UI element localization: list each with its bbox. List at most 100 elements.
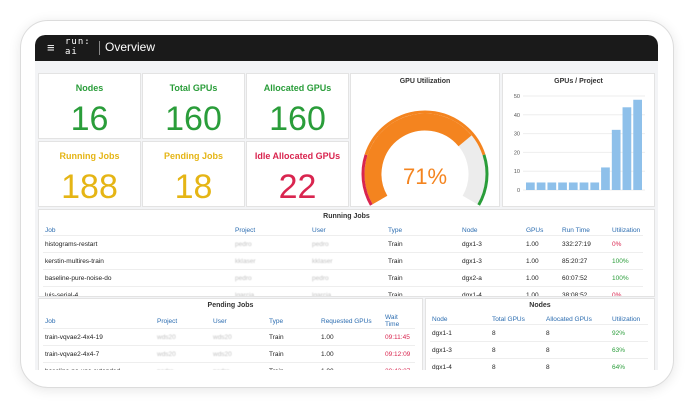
bar [611,129,621,190]
table-cell: dgx1-4 [430,358,490,370]
gpu-utilization-gauge [361,110,489,206]
column-header[interactable]: Utilization [612,226,641,234]
node-row[interactable]: dgx1-3 8 8 63% [430,341,648,359]
idle-allocated-gpus-tile: Idle Allocated GPUs 22 [246,141,349,207]
gpus-per-project-panel: GPUs / Project 0 10 20 30 40 50 [502,73,655,207]
table-cell: 63% [610,341,648,359]
allocated-gpus-label: Allocated GPUs [263,83,332,93]
running-job-row[interactable]: luis-serial-4 lgarcia lgarcia Train dgx1-4 1.… [43,286,643,296]
column-header[interactable]: Project [235,226,256,234]
table-cell: 09:12:09 [383,345,415,363]
pending-jobs-value: 18 [174,168,213,206]
table-cell: lgarcia [233,286,310,296]
table-cell: 1.00 [319,362,383,370]
column-header[interactable]: Allocated GPUs [546,315,592,323]
gpu-utilization-value: 71% [402,164,448,189]
bar [622,107,632,190]
table-cell: Train [386,286,460,296]
table-cell: 92% [610,324,648,342]
column-header[interactable]: Job [45,317,56,325]
gauge-rim-green [477,154,489,206]
node-row[interactable]: dgx1-4 8 8 64% [430,358,648,370]
column-header[interactable]: Utilization [612,315,641,323]
table-cell: Train [386,269,460,287]
pending-job-row[interactable]: train-vqvae2-4x4-7 wds20 wds20 Train 1.00 09:… [43,345,415,363]
table-cell: pedro [211,362,267,370]
table-cell: baseline-pure-noise-do [43,269,233,287]
column-header[interactable]: Node [432,315,448,323]
column-header[interactable]: Total GPUs [492,315,525,323]
table-cell: pedro [155,362,211,370]
running-jobs-panel: Running Jobs Job Project User Type Node GPUs R… [38,209,655,297]
pending-job-row[interactable]: train-vqvae2-4x4-19 wds20 wds20 Train 1.00 09… [43,328,415,346]
column-header[interactable]: Project [157,317,178,325]
pending-jobs-label: Pending Jobs [163,151,223,161]
running-jobs-table: Job Project User Type Node GPUs Run Time Utiliz… [43,225,643,296]
table-cell: kklaser [310,252,386,270]
y-tick-label: 40 [514,113,520,119]
pending-jobs-header-row: Job Project User Type Requested GPUs Wait Tim… [43,314,415,329]
table-cell: 20:43:37 [383,362,415,370]
title-separator [99,41,100,55]
table-cell: 1.00 [319,345,383,363]
column-header[interactable]: Type [269,317,284,325]
table-cell: dgx1-3 [430,341,490,359]
pending-jobs-panel: Pending Jobs Job Project User Type Requested… [38,298,423,370]
table-cell: Train [267,345,319,363]
hamburger-icon[interactable]: ≡ [47,40,55,55]
bar [536,182,546,190]
column-header[interactable]: User [213,317,227,325]
running-job-row[interactable]: histograms-restart pedro pedro Train dgx1-3 1… [43,235,643,253]
table-cell: pedro [310,235,386,253]
running-jobs-tile: Running Jobs 188 [38,141,141,207]
table-cell: pedro [310,269,386,287]
table-cell: 100% [610,269,643,287]
running-jobs-label: Running Jobs [59,151,120,161]
table-cell: 100% [610,252,643,270]
column-header[interactable]: Requested GPUs [321,317,372,325]
page-title: Overview [105,40,156,54]
table-cell: kerstin-multires-train [43,252,233,270]
running-job-row[interactable]: baseline-pure-noise-do pedro pedro Train dgx… [43,269,643,287]
table-cell: 1.00 [524,269,560,287]
column-header[interactable]: Wait Time [385,314,400,328]
table-cell: Train [386,235,460,253]
table-cell: train-vqvae2-4x4-7 [43,345,155,363]
table-cell: 8 [544,341,610,359]
y-tick-label: 20 [514,150,520,156]
nodes-table: Node Total GPUs Allocated GPUs Utilization … [430,314,648,370]
table-cell: 1.00 [524,286,560,296]
table-cell: 332:27:19 [560,235,610,253]
table-cell: luis-serial-4 [43,286,233,296]
table-cell: Train [386,252,460,270]
column-header[interactable]: Type [388,226,403,234]
table-cell: histograms-restart [43,235,233,253]
column-header[interactable]: GPUs [526,226,544,234]
column-header[interactable]: User [312,226,326,234]
column-header[interactable]: Run Time [562,226,590,234]
gauge-rim-orange [364,110,486,156]
nodes-title: Nodes [529,302,551,309]
gpus-per-project-title: GPUs / Project [554,78,603,85]
table-cell: 8 [490,358,544,370]
pending-job-row[interactable]: baseline-no-unc-extendedpedropedroTrain1… [43,362,415,370]
column-header[interactable]: Job [45,226,56,234]
gpu-utilization-title: GPU Utilization [399,78,451,85]
table-cell: Train [267,328,319,346]
idle-allocated-gpus-label: Idle Allocated GPUs [254,151,341,161]
bar [633,99,642,190]
table-cell: 1.00 [524,252,560,270]
nodes-label: Nodes [75,83,104,93]
node-row[interactable]: dgx1-1 8 8 92% [430,324,648,342]
running-job-row[interactable]: kerstin-multires-train kklaser kklaser Trai… [43,252,643,270]
column-header[interactable]: Node [462,226,478,234]
logo-line2: ai [65,47,78,57]
table-cell: pedro [233,235,310,253]
table-cell: lgarcia [310,286,386,296]
table-cell: wds20 [211,345,267,363]
table-cell: 8 [490,341,544,359]
nodes-header-row: Node Total GPUs Allocated GPUs Utilization [430,314,648,325]
bar [579,182,589,190]
table-cell: 1.00 [319,328,383,346]
nodes-tile: Nodes 16 [38,73,141,139]
